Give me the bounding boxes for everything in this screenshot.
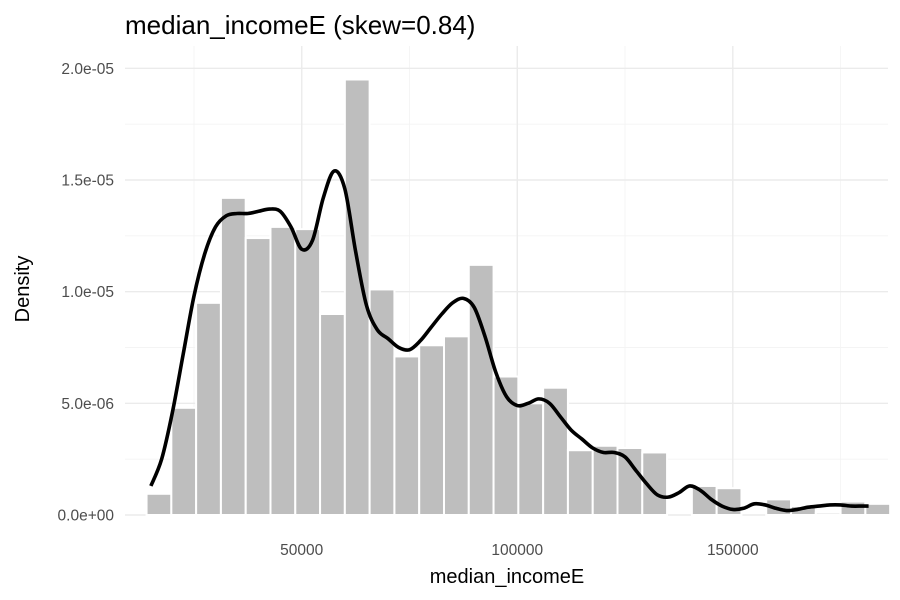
histogram-bar bbox=[319, 313, 346, 516]
y-tick-label: 0.0e+00 bbox=[58, 508, 115, 525]
histogram-bar bbox=[170, 406, 198, 516]
histogram-bar bbox=[864, 502, 892, 517]
x-axis-ticks: 50000 100000 150000 bbox=[280, 542, 759, 559]
histogram-bar bbox=[467, 263, 495, 516]
chart-title: median_incomeE (skew=0.84) bbox=[125, 10, 475, 40]
histogram-bar bbox=[492, 375, 520, 516]
histogram-bar bbox=[145, 492, 173, 516]
x-tick-label: 150000 bbox=[707, 542, 759, 559]
histogram-bar bbox=[294, 228, 322, 516]
y-tick-label: 1.0e-05 bbox=[61, 284, 114, 301]
histogram-bar bbox=[219, 196, 247, 516]
histogram-bar bbox=[269, 225, 297, 516]
density-curve bbox=[149, 169, 869, 513]
histogram-bar bbox=[393, 355, 421, 516]
histogram-bar bbox=[517, 402, 545, 517]
x-tick-label: 100000 bbox=[491, 542, 543, 559]
histogram-bar bbox=[616, 447, 644, 516]
x-tick-label: 50000 bbox=[280, 542, 323, 559]
histogram-bars bbox=[145, 78, 892, 517]
y-tick-label: 2.0e-05 bbox=[61, 61, 114, 78]
histogram-bar bbox=[442, 335, 470, 517]
y-tick-label: 1.5e-05 bbox=[61, 173, 114, 190]
histogram-bar bbox=[566, 449, 594, 517]
histogram-bar bbox=[195, 301, 222, 517]
histogram-bar bbox=[814, 511, 842, 516]
density-curve-layer bbox=[149, 169, 869, 513]
histogram-bar bbox=[418, 344, 445, 516]
minor-gridlines bbox=[125, 46, 888, 515]
y-axis-ticks: 0.0e+00 5.0e-06 1.0e-05 1.5e-05 2.0e-05 bbox=[58, 61, 115, 525]
histogram-bar bbox=[542, 386, 569, 517]
histogram-bar bbox=[591, 444, 619, 516]
y-tick-label: 5.0e-06 bbox=[61, 396, 114, 413]
x-axis-title: median_incomeE bbox=[430, 566, 585, 588]
y-axis-title: Density bbox=[12, 256, 34, 323]
histogram-bar bbox=[244, 237, 272, 516]
